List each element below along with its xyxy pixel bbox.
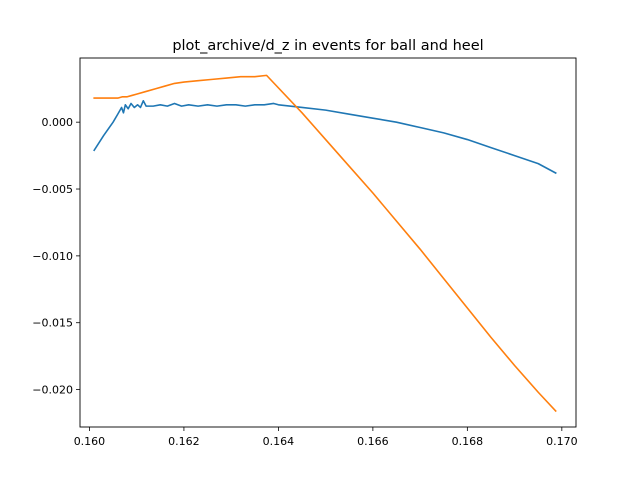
y-tick-label: 0.000	[42, 116, 74, 129]
y-axis-ticks: 0.000 −0.005 −0.010 −0.015 −0.020	[32, 116, 80, 397]
x-axis-ticks: 0.160 0.162 0.164 0.166 0.168 0.170	[74, 427, 578, 448]
x-tick-label: 0.168	[452, 435, 484, 448]
series-layer	[93, 74, 557, 413]
x-tick-label: 0.166	[357, 435, 389, 448]
x-tick-label: 0.170	[546, 435, 578, 448]
series-line-1	[93, 99, 557, 175]
y-tick-label: −0.010	[32, 250, 73, 263]
series-line-2	[93, 74, 557, 413]
x-tick-label: 0.162	[168, 435, 200, 448]
x-tick-label: 0.164	[263, 435, 295, 448]
y-tick-label: −0.020	[32, 384, 73, 397]
y-tick-label: −0.005	[32, 183, 73, 196]
plot-area-frame	[79, 57, 577, 428]
chart-title: plot_archive/d_z in events for ball and …	[172, 38, 483, 54]
x-tick-label: 0.160	[74, 435, 106, 448]
y-tick-label: −0.015	[32, 317, 73, 330]
